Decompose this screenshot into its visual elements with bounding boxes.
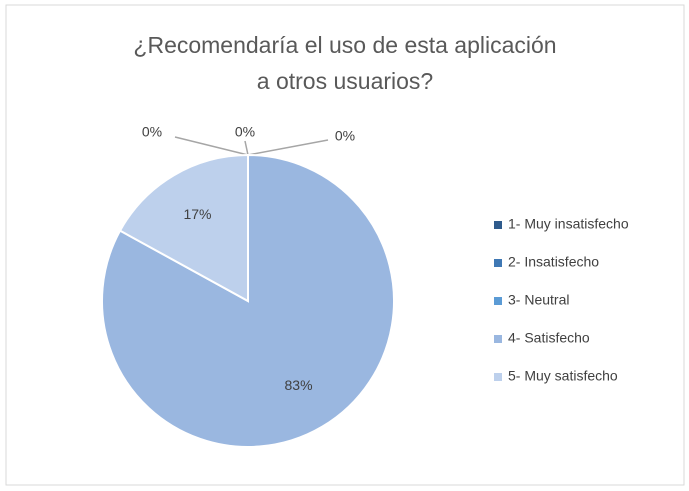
legend-swatch [494,335,502,343]
data-label: 83% [285,377,313,393]
legend-label: 4- Satisfecho [508,330,590,346]
leader-line [247,139,329,156]
legend-swatch [494,221,502,229]
legend-swatch [494,373,502,381]
legend-label: 2- Insatisfecho [508,254,599,270]
data-label: 0% [235,124,255,140]
legend-label: 5- Muy satisfecho [508,368,618,384]
pie-slice [118,153,249,303]
data-label: 0% [335,128,355,144]
legend-swatch [494,259,502,267]
legend-label: 1- Muy insatisfecho [508,216,629,232]
legend-label: 3- Neutral [508,292,569,308]
leader-line [244,140,249,156]
data-label: 0% [142,124,162,140]
chart-title: a otros usuarios? [257,68,433,94]
chart-title: ¿Recomendaría el uso de esta aplicación [133,32,556,58]
data-label: 17% [183,206,211,222]
legend-swatch [494,297,502,305]
leader-line [174,136,249,156]
